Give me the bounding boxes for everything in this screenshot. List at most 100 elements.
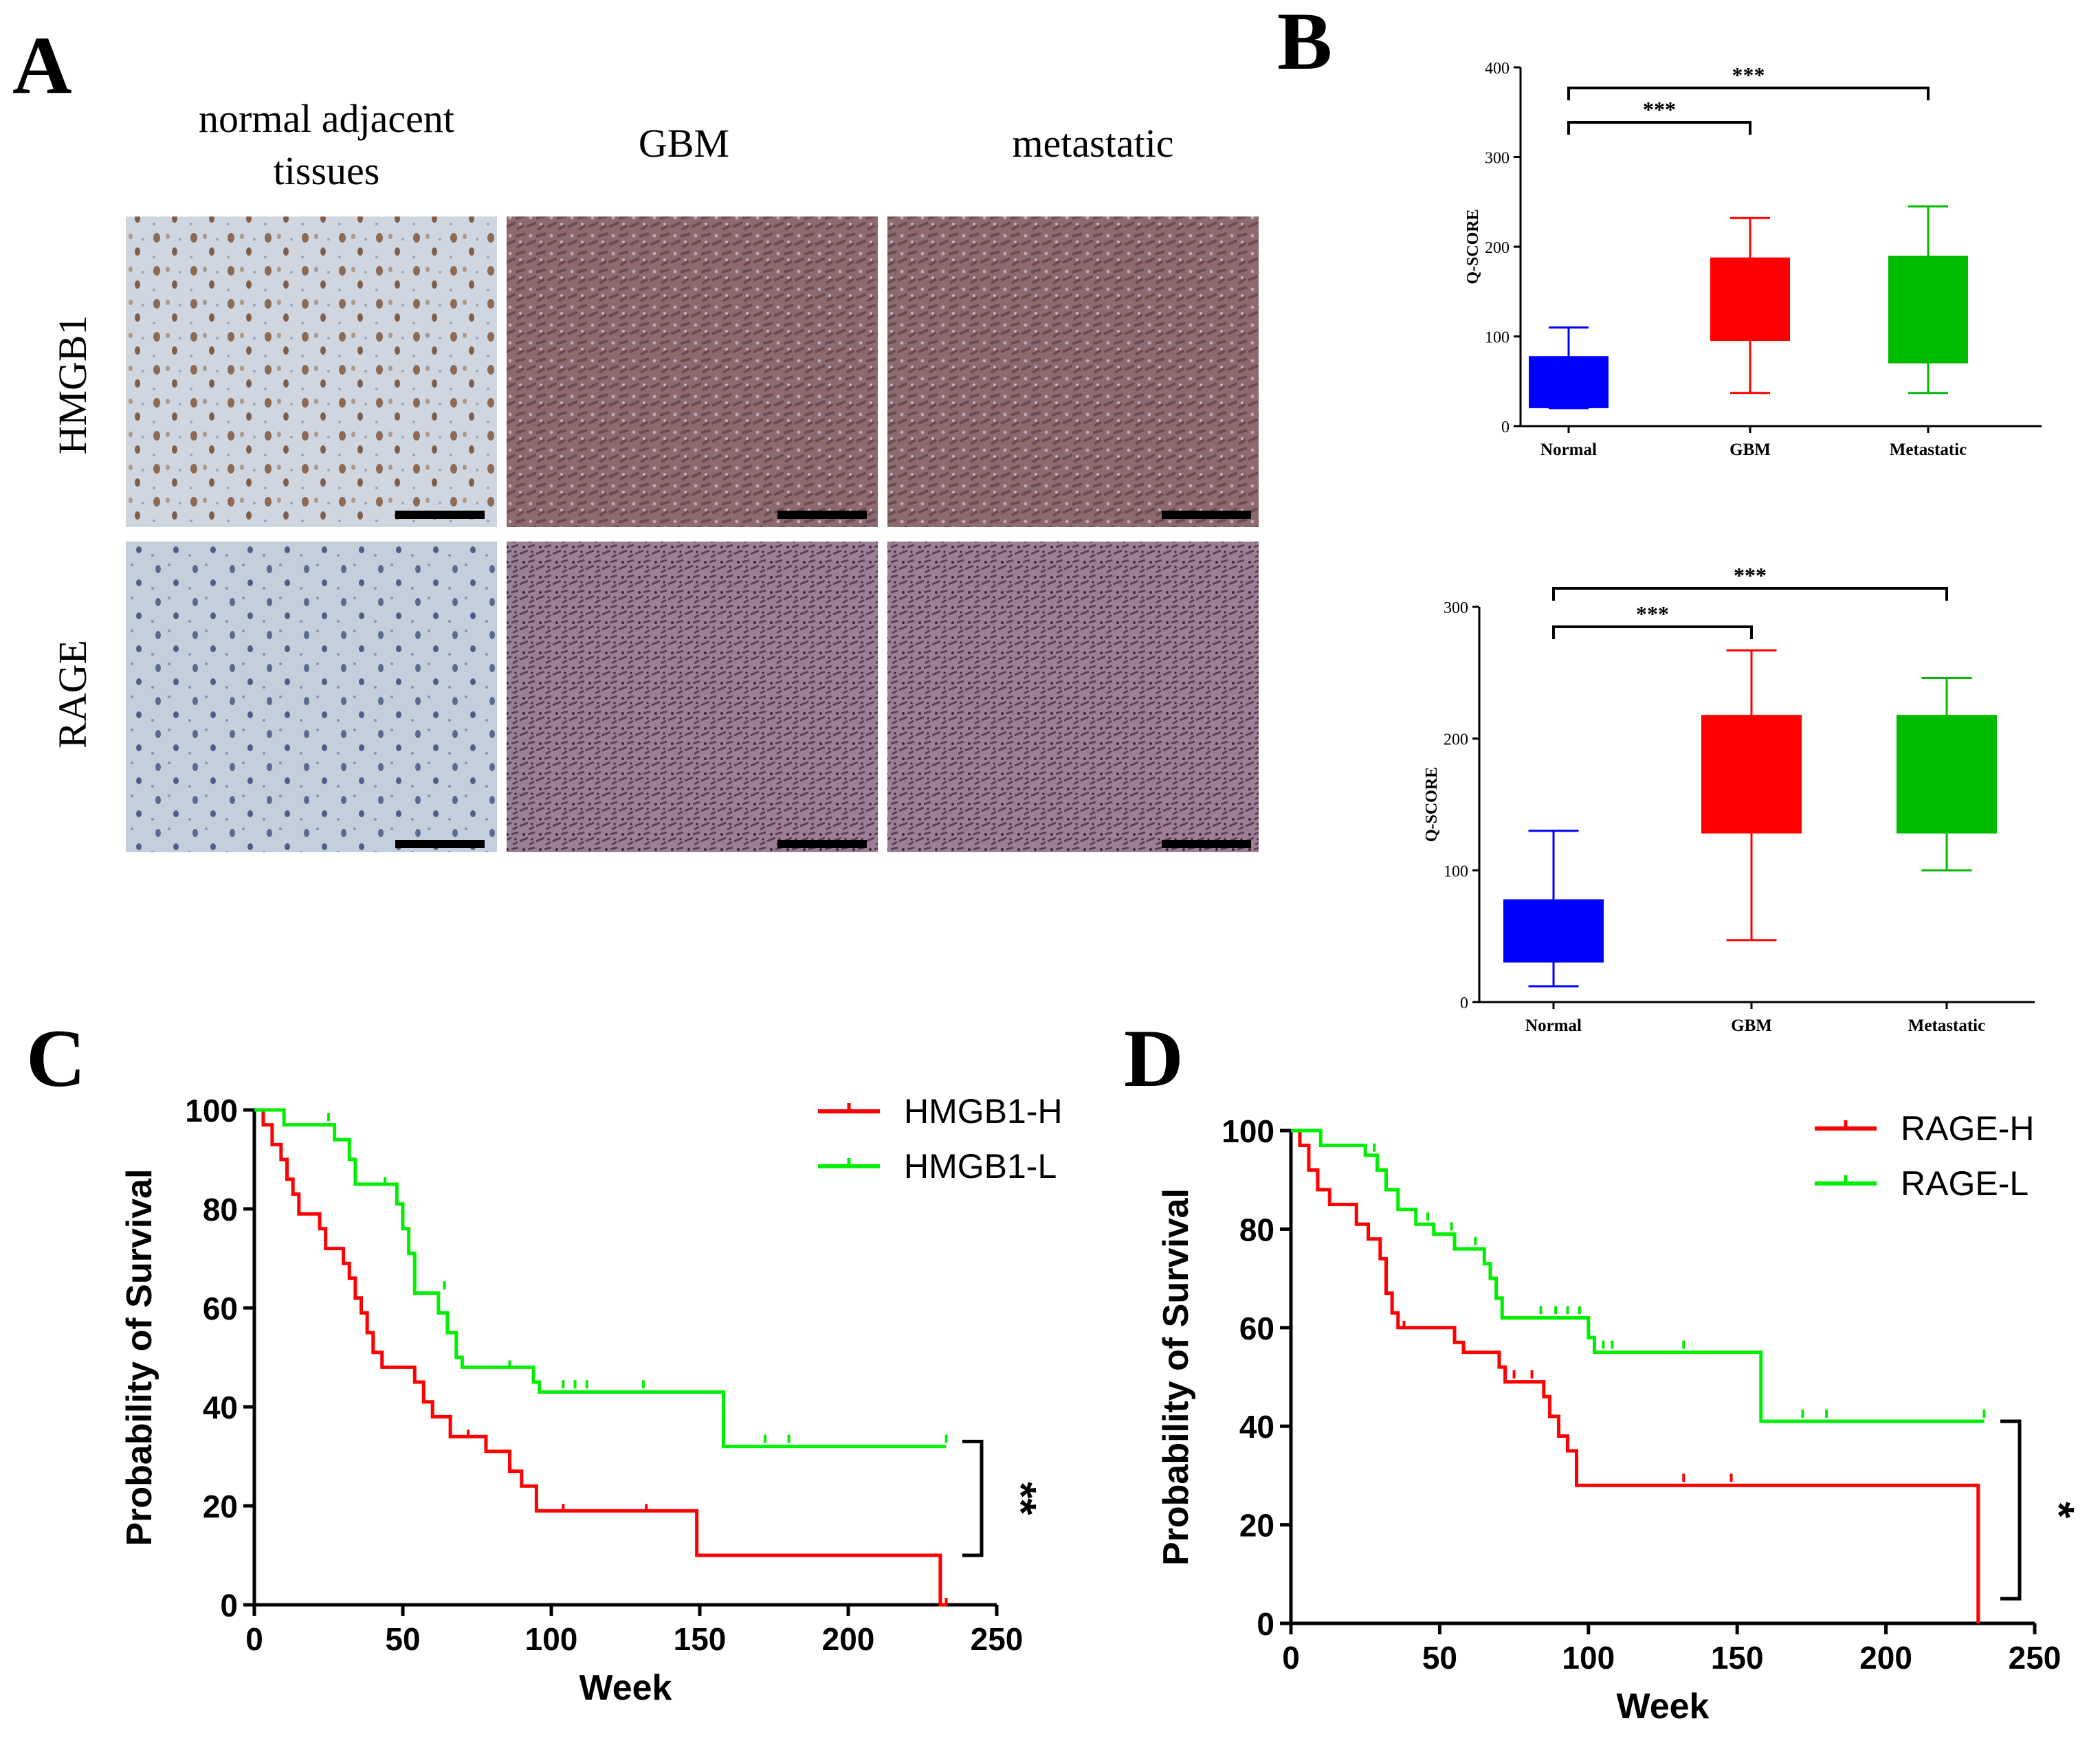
scale-bar	[1162, 840, 1251, 848]
y-tick-label: 300	[1485, 150, 1510, 168]
box-normal	[1529, 356, 1609, 408]
x-axis-label: Week	[1617, 1687, 1710, 1726]
scale-bar	[777, 840, 867, 848]
x-tick-label: 150	[674, 1621, 727, 1657]
x-tick-label: 200	[1859, 1640, 1912, 1676]
y-tick-label: 80	[203, 1192, 238, 1227]
panel-c: C	[26, 1012, 86, 1104]
box-metastatic	[1897, 715, 1997, 834]
y-axis-label: Probability of Survival	[120, 1168, 159, 1546]
y-tick-label: 20	[1239, 1508, 1274, 1544]
x-tick-label: 50	[1422, 1640, 1457, 1676]
y-tick-label: 400	[1485, 60, 1510, 78]
y-tick-label: 100	[1222, 1113, 1274, 1149]
x-tick-label: Normal	[1540, 441, 1597, 459]
x-tick-label: 250	[2009, 1640, 2062, 1676]
panel-d: D	[1124, 1012, 1184, 1104]
micrograph-hmgb1-normal	[126, 216, 497, 527]
col-header-metastatic: metastatic	[1012, 121, 1173, 166]
survival-curve-rage-l	[1291, 1129, 1985, 1423]
survival-curve-hmgb1-l	[254, 1108, 947, 1449]
x-tick-label: 100	[1562, 1640, 1615, 1676]
box-gbm	[1701, 715, 1802, 834]
micrograph-hmgb1-metastatic	[887, 216, 1259, 527]
y-tick-label: 100	[185, 1093, 238, 1129]
y-tick-label: 20	[203, 1489, 238, 1524]
legend-label: RAGE-L	[1901, 1164, 2029, 1203]
y-tick-label: 60	[1239, 1311, 1274, 1346]
x-axis-label: Week	[579, 1668, 672, 1708]
row-label-hmgb1: HMGB1	[50, 315, 95, 454]
micrograph-rage-metastatic	[887, 542, 1259, 852]
survival-curve-rage-h	[1291, 1129, 1980, 1623]
significance-label: ***	[1732, 63, 1765, 87]
micrograph-rage-gbm	[507, 542, 878, 852]
col-header-normal-line2: tissues	[274, 148, 380, 193]
significance-label: *	[2035, 1502, 2082, 1519]
x-tick-label: 150	[1711, 1640, 1764, 1676]
km-plot-rage: 0 20 40 60 80 100 0 50 100 150 200 250 Week Probabili…	[1156, 1109, 2082, 1726]
micrograph-hmgb1-gbm	[507, 216, 878, 527]
box-metastatic	[1888, 256, 1968, 364]
row-label-rage: RAGE	[50, 640, 95, 748]
micrograph-rage-normal	[126, 542, 497, 852]
y-tick-label: 0	[1501, 419, 1510, 436]
scale-bar	[395, 840, 485, 848]
significance-label: ***	[1636, 601, 1669, 626]
x-tick-label: Metastatic	[1908, 1016, 1985, 1035]
y-tick-label: 40	[1239, 1409, 1274, 1445]
y-tick-label: 200	[1444, 731, 1468, 749]
col-header-gbm: GBM	[639, 121, 729, 166]
legend-label: HMGB1-H	[904, 1092, 1063, 1131]
y-tick-label: 0	[1460, 994, 1468, 1012]
x-tick-label: Metastatic	[1890, 441, 1967, 459]
y-tick-label: 100	[1444, 863, 1468, 880]
legend-label: HMGB1-L	[904, 1147, 1057, 1186]
significance-bracket	[1552, 625, 1753, 639]
significance-label: **	[997, 1482, 1044, 1515]
panel-letter-a: A	[12, 19, 72, 111]
y-tick-label: 40	[203, 1390, 238, 1425]
y-axis-label: Q-SCORE	[1423, 767, 1441, 842]
col-header-normal-line1: normal adjacent	[199, 96, 454, 141]
y-tick-label: 60	[203, 1291, 238, 1326]
y-tick-label: 100	[1485, 329, 1510, 347]
y-tick-label: 0	[1257, 1606, 1274, 1642]
x-tick-label: 250	[971, 1621, 1024, 1657]
y-tick-label: 200	[1485, 239, 1510, 257]
box-normal	[1503, 899, 1604, 963]
scale-bar	[777, 511, 867, 519]
significance-bracket	[1567, 87, 1930, 100]
x-tick-label: GBM	[1729, 441, 1771, 459]
x-tick-label: 200	[822, 1621, 875, 1657]
x-tick-label: GBM	[1731, 1016, 1772, 1035]
x-tick-label: 0	[245, 1621, 263, 1657]
legend-label: RAGE-H	[1901, 1109, 2034, 1148]
y-axis-label: Probability of Survival	[1156, 1188, 1196, 1566]
panel-letter-c: C	[26, 1012, 86, 1104]
y-tick-label: 0	[220, 1588, 238, 1623]
x-tick-label: 100	[525, 1621, 578, 1657]
significance-bracket	[1567, 121, 1751, 135]
x-tick-label: Normal	[1525, 1016, 1582, 1035]
panel-b: B	[1277, 0, 1332, 87]
significance-bracket	[2000, 1419, 2022, 1601]
y-tick-label: 80	[1239, 1212, 1274, 1247]
panel-letter-d: D	[1124, 1012, 1184, 1104]
y-tick-label: 300	[1444, 599, 1468, 617]
significance-bracket	[962, 1439, 984, 1557]
boxplot-rage-qscore: 0 100 200 300 Q-SCORE Normal GBM Metastatic *** *…	[1423, 563, 2035, 1035]
significance-bracket	[1552, 587, 1948, 601]
box-gbm	[1710, 257, 1790, 342]
survival-curve-hmgb1-h	[254, 1108, 947, 1607]
significance-label: ***	[1643, 97, 1676, 122]
y-axis-label: Q-SCORE	[1464, 209, 1482, 284]
panel-letter-b: B	[1277, 0, 1332, 87]
km-plot-hmgb1: 0 20 40 60 80 100 0 50 100 150 200 250 Week Probabili…	[120, 1092, 1063, 1708]
x-tick-label: 50	[385, 1621, 420, 1657]
scale-bar	[395, 511, 485, 519]
scale-bar	[1162, 511, 1251, 519]
significance-label: ***	[1734, 563, 1767, 588]
boxplot-hmgb1-qscore: 0 100 200 300 400 Q-SCORE Normal GBM Metastatic *…	[1464, 60, 2042, 459]
